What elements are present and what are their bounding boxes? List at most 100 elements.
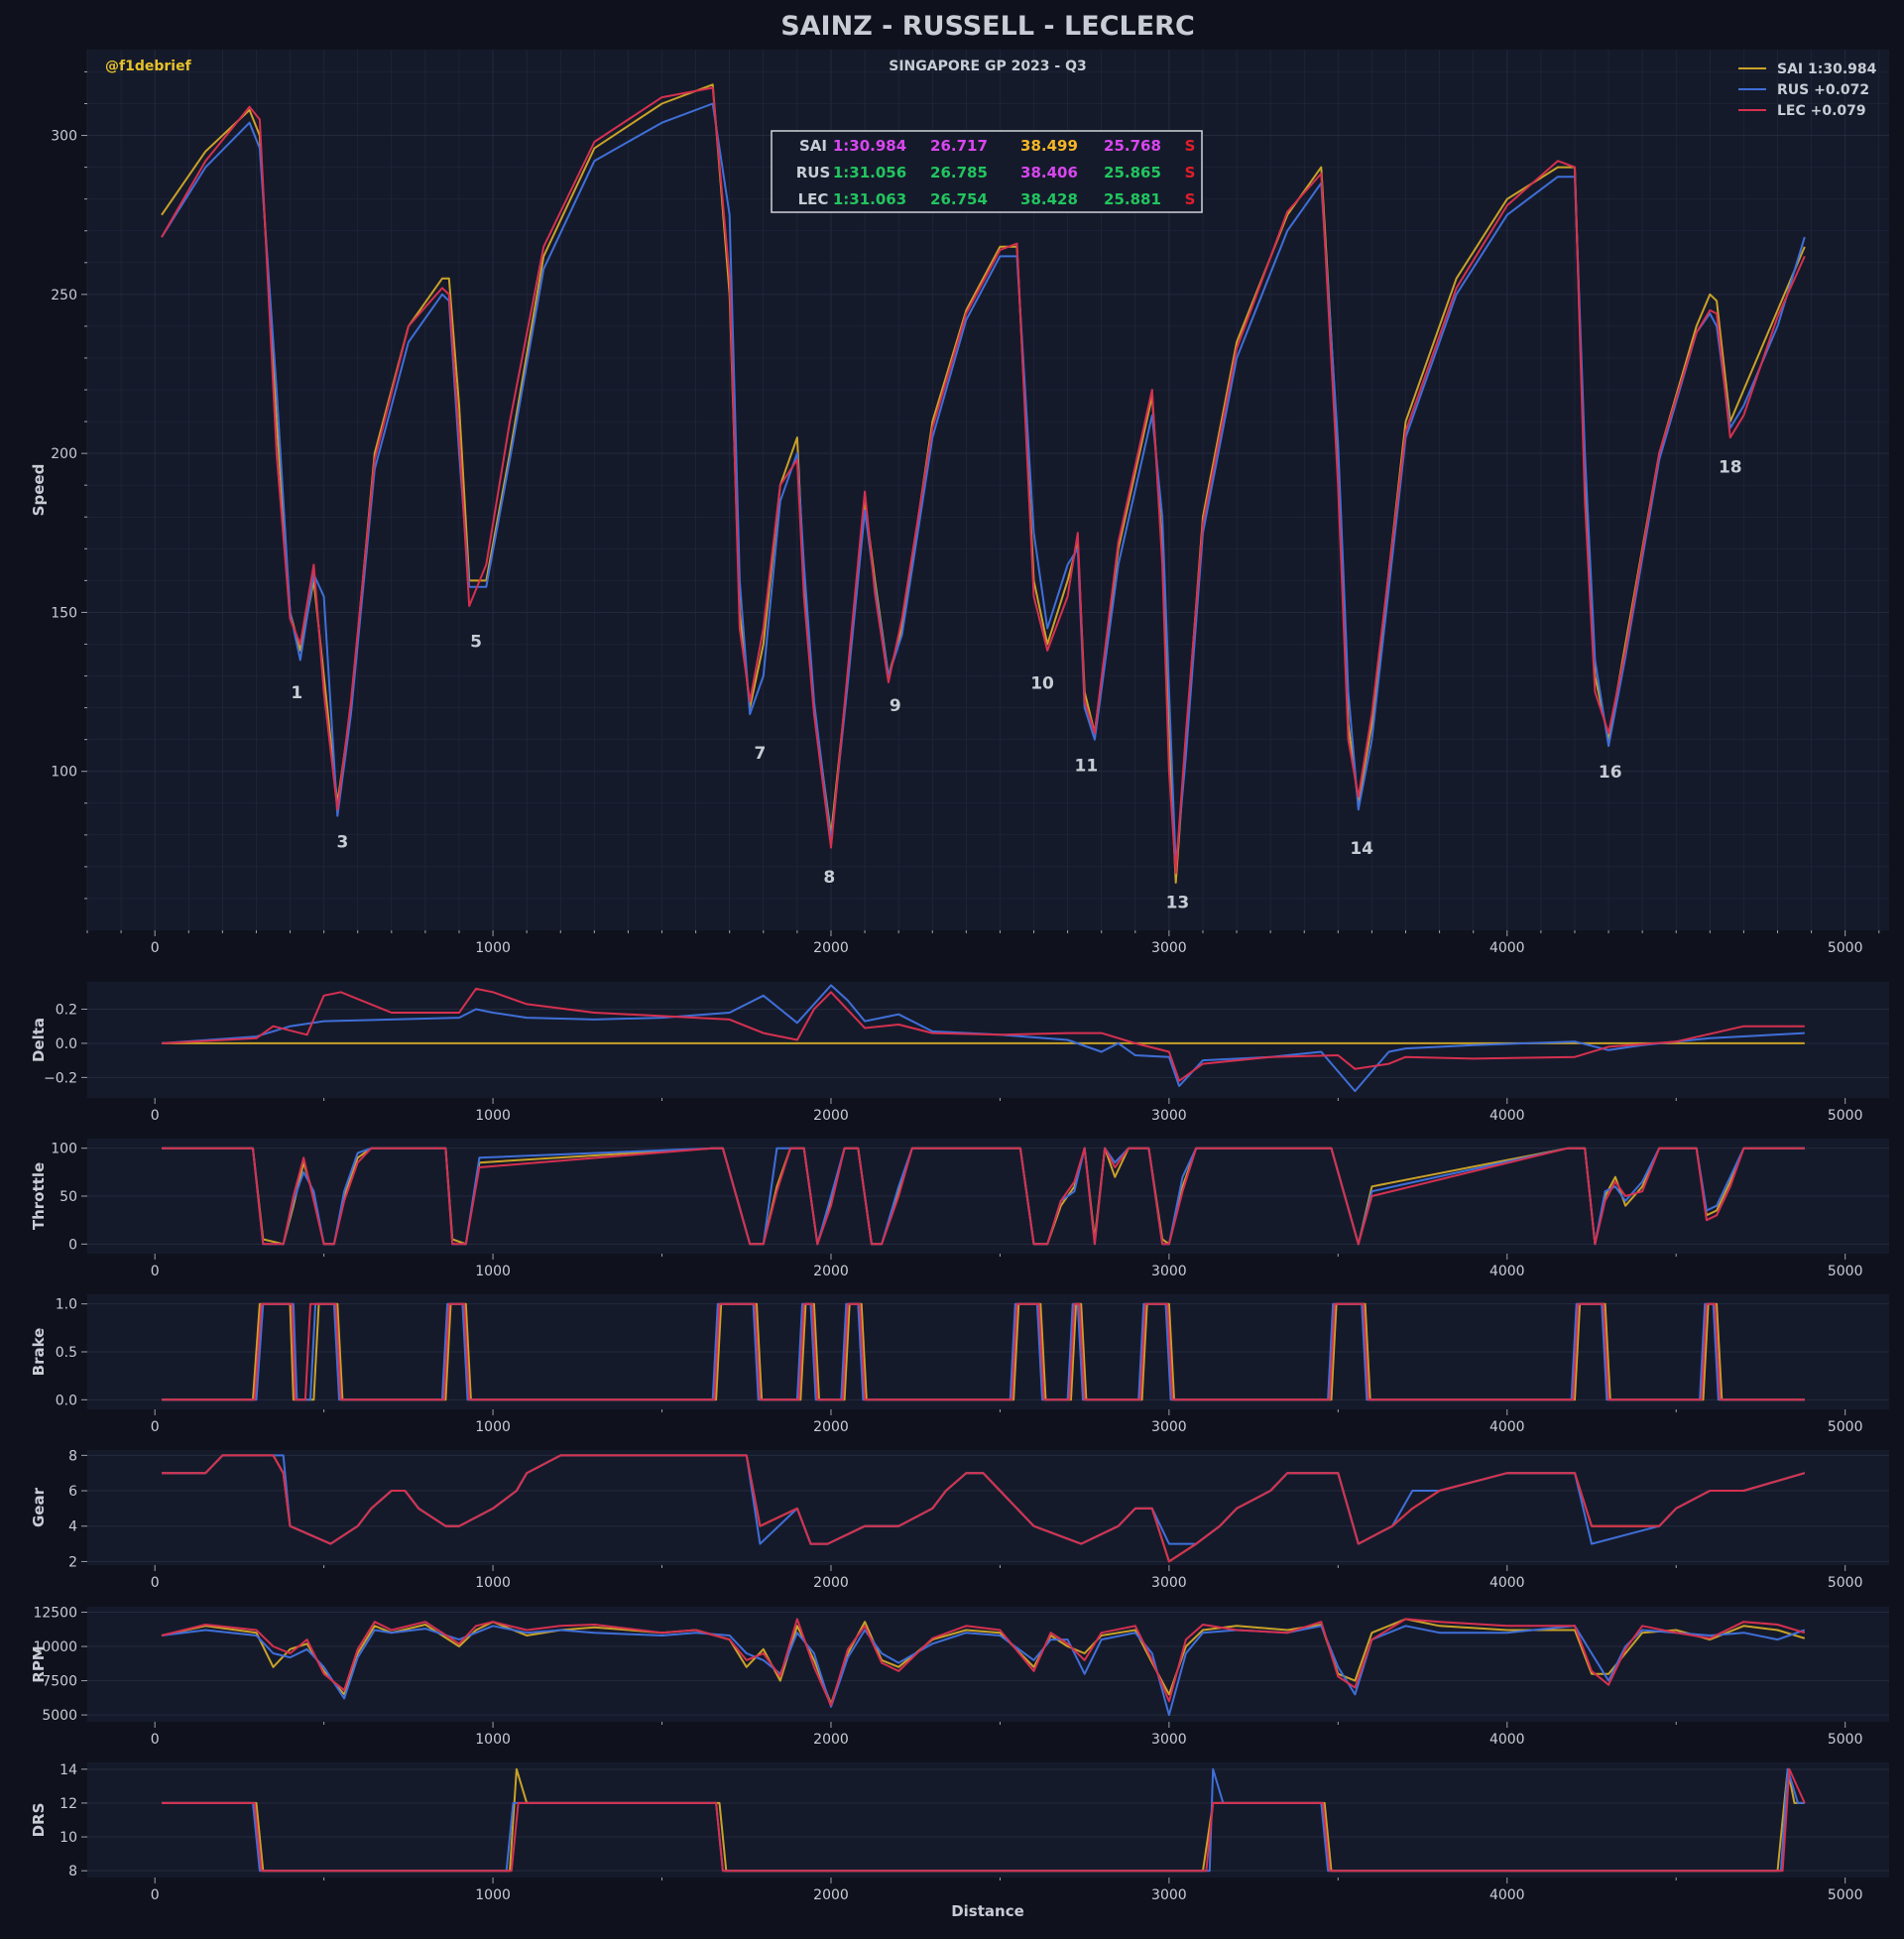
- x-tick-label: 0: [151, 1108, 160, 1124]
- y-tick-label: 5000: [42, 1708, 77, 1724]
- y-tick-label: 100: [51, 765, 77, 781]
- x-tick-label: 1000: [475, 940, 511, 956]
- y-axis-label: RPM: [30, 1645, 48, 1682]
- y-axis-label: Speed: [30, 464, 48, 517]
- series-line-rus: [161, 102, 1806, 868]
- x-tick-label: 4000: [1489, 1575, 1525, 1591]
- y-tick-label: −0.2: [44, 1070, 77, 1086]
- legend-label: RUS +0.072: [1777, 82, 1869, 98]
- legend-label: SAI 1:30.984: [1777, 61, 1877, 77]
- series-line-lec: [161, 86, 1806, 875]
- x-tick-label: 0: [151, 1419, 160, 1435]
- corner-label: 13: [1166, 894, 1190, 913]
- sector-table-cell: S: [1185, 137, 1196, 155]
- x-tick-label: 5000: [1828, 1264, 1863, 1279]
- x-tick-label: 3000: [1151, 1732, 1187, 1748]
- x-tick-label: 2000: [813, 1419, 849, 1435]
- x-tick-label: 4000: [1489, 1419, 1525, 1435]
- series-line-rus: [161, 1625, 1806, 1717]
- corner-label: 18: [1719, 457, 1742, 477]
- x-tick-label: 0: [151, 1732, 160, 1748]
- y-tick-label: 2: [68, 1554, 77, 1570]
- corner-label: 14: [1350, 839, 1373, 859]
- corner-label: 7: [754, 744, 766, 764]
- series-line-sai: [161, 83, 1806, 884]
- x-tick-label: 5000: [1828, 1887, 1863, 1903]
- y-axis-label: Delta: [30, 1018, 48, 1062]
- y-tick-label: 0.0: [56, 1036, 77, 1052]
- panel-brake: 0.0 0.5 1.0 0 1000 2000 3000 4000 5000 Brake: [30, 1294, 1889, 1435]
- corner-label: 5: [470, 633, 482, 653]
- sector-table-cell: RUS: [796, 164, 831, 182]
- x-tick-label: 1000: [475, 1108, 511, 1124]
- series-line-lec: [161, 1618, 1806, 1707]
- x-tick-label: 1000: [475, 1575, 511, 1591]
- sector-table-cell: 1:30.984: [833, 137, 906, 155]
- x-tick-label: 0: [151, 1887, 160, 1903]
- x-tick-label: 0: [151, 1264, 160, 1279]
- figure-title: SAINZ - RUSSELL - LECLERC: [780, 11, 1195, 42]
- x-tick-label: 2000: [813, 1264, 849, 1279]
- x-tick-label: 5000: [1828, 1732, 1863, 1748]
- y-tick-label: 12: [60, 1796, 77, 1812]
- corner-label: 10: [1030, 673, 1054, 693]
- panel-background: [87, 1450, 1889, 1565]
- sector-table-cell: 26.754: [930, 190, 988, 208]
- x-tick-label: 1000: [475, 1732, 511, 1748]
- series-line-lec: [162, 1147, 1805, 1246]
- y-axis-label: Brake: [30, 1328, 48, 1377]
- sector-table-cell: 38.406: [1020, 164, 1078, 182]
- series-line-lec: [161, 987, 1805, 1082]
- x-tick-label: 5000: [1828, 1108, 1863, 1124]
- sector-table: SAI 1:30.984 26.717 38.499 25.768 S RUS 1:31.05…: [771, 130, 1203, 213]
- x-tick-label: 3000: [1151, 940, 1187, 956]
- y-tick-label: 200: [51, 446, 77, 462]
- y-tick-label: 8: [68, 1864, 77, 1879]
- y-tick-label: 250: [51, 288, 77, 303]
- y-tick-label: 0: [68, 1237, 77, 1253]
- corner-label: 9: [890, 696, 901, 716]
- x-tick-label: 5000: [1828, 1575, 1863, 1591]
- x-tick-label: 4000: [1489, 1108, 1525, 1124]
- sector-table-cell: 1:31.056: [833, 164, 906, 182]
- series-line-lec: [162, 1454, 1806, 1563]
- sector-table-cell: 25.865: [1104, 164, 1161, 182]
- sector-table-cell: 25.768: [1104, 137, 1161, 155]
- x-tick-label: 2000: [813, 1108, 849, 1124]
- legend-label: LEC +0.079: [1777, 103, 1866, 119]
- panel-rpm: 5000 7500 10000 12500 0 1000 2000 3000 4000 5000 R…: [30, 1606, 1889, 1748]
- x-tick-label: 2000: [813, 1732, 849, 1748]
- x-tick-label: 1000: [475, 1264, 511, 1279]
- y-tick-label: 300: [51, 129, 77, 145]
- panel-background: [87, 982, 1889, 1098]
- sector-table-cell: S: [1185, 164, 1196, 182]
- corner-label: 11: [1075, 757, 1099, 777]
- sector-table-cell: 38.499: [1020, 137, 1078, 155]
- x-tick-label: 3000: [1151, 1264, 1187, 1279]
- y-tick-label: 12500: [33, 1606, 77, 1622]
- y-tick-label: 10: [60, 1830, 77, 1846]
- y-axis-label: DRS: [30, 1803, 48, 1838]
- x-tick-label: 2000: [813, 940, 849, 956]
- corner-label: 8: [823, 868, 835, 888]
- y-tick-label: 14: [60, 1762, 77, 1778]
- y-tick-label: 0.0: [56, 1393, 77, 1408]
- y-tick-label: 50: [60, 1189, 77, 1205]
- x-tick-label: 0: [151, 940, 160, 956]
- x-tick-label: 3000: [1151, 1575, 1187, 1591]
- sector-table-cell: LEC: [798, 190, 829, 208]
- x-tick-label: 3000: [1151, 1108, 1187, 1124]
- x-tick-label: 2000: [813, 1887, 849, 1903]
- panel-gear: 2 4 6 8 0 1000 2000 3000 4000 5000 Gear: [30, 1448, 1889, 1591]
- series-line-lec: [162, 1302, 1805, 1401]
- y-tick-label: 100: [51, 1142, 77, 1157]
- corner-label: 16: [1599, 763, 1622, 783]
- legend: SAI 1:30.984 RUS +0.072 LEC +0.079: [1738, 61, 1877, 119]
- sector-table-cell: 38.428: [1020, 190, 1078, 208]
- y-tick-label: 150: [51, 605, 77, 621]
- sector-table-cell: 26.785: [930, 164, 988, 182]
